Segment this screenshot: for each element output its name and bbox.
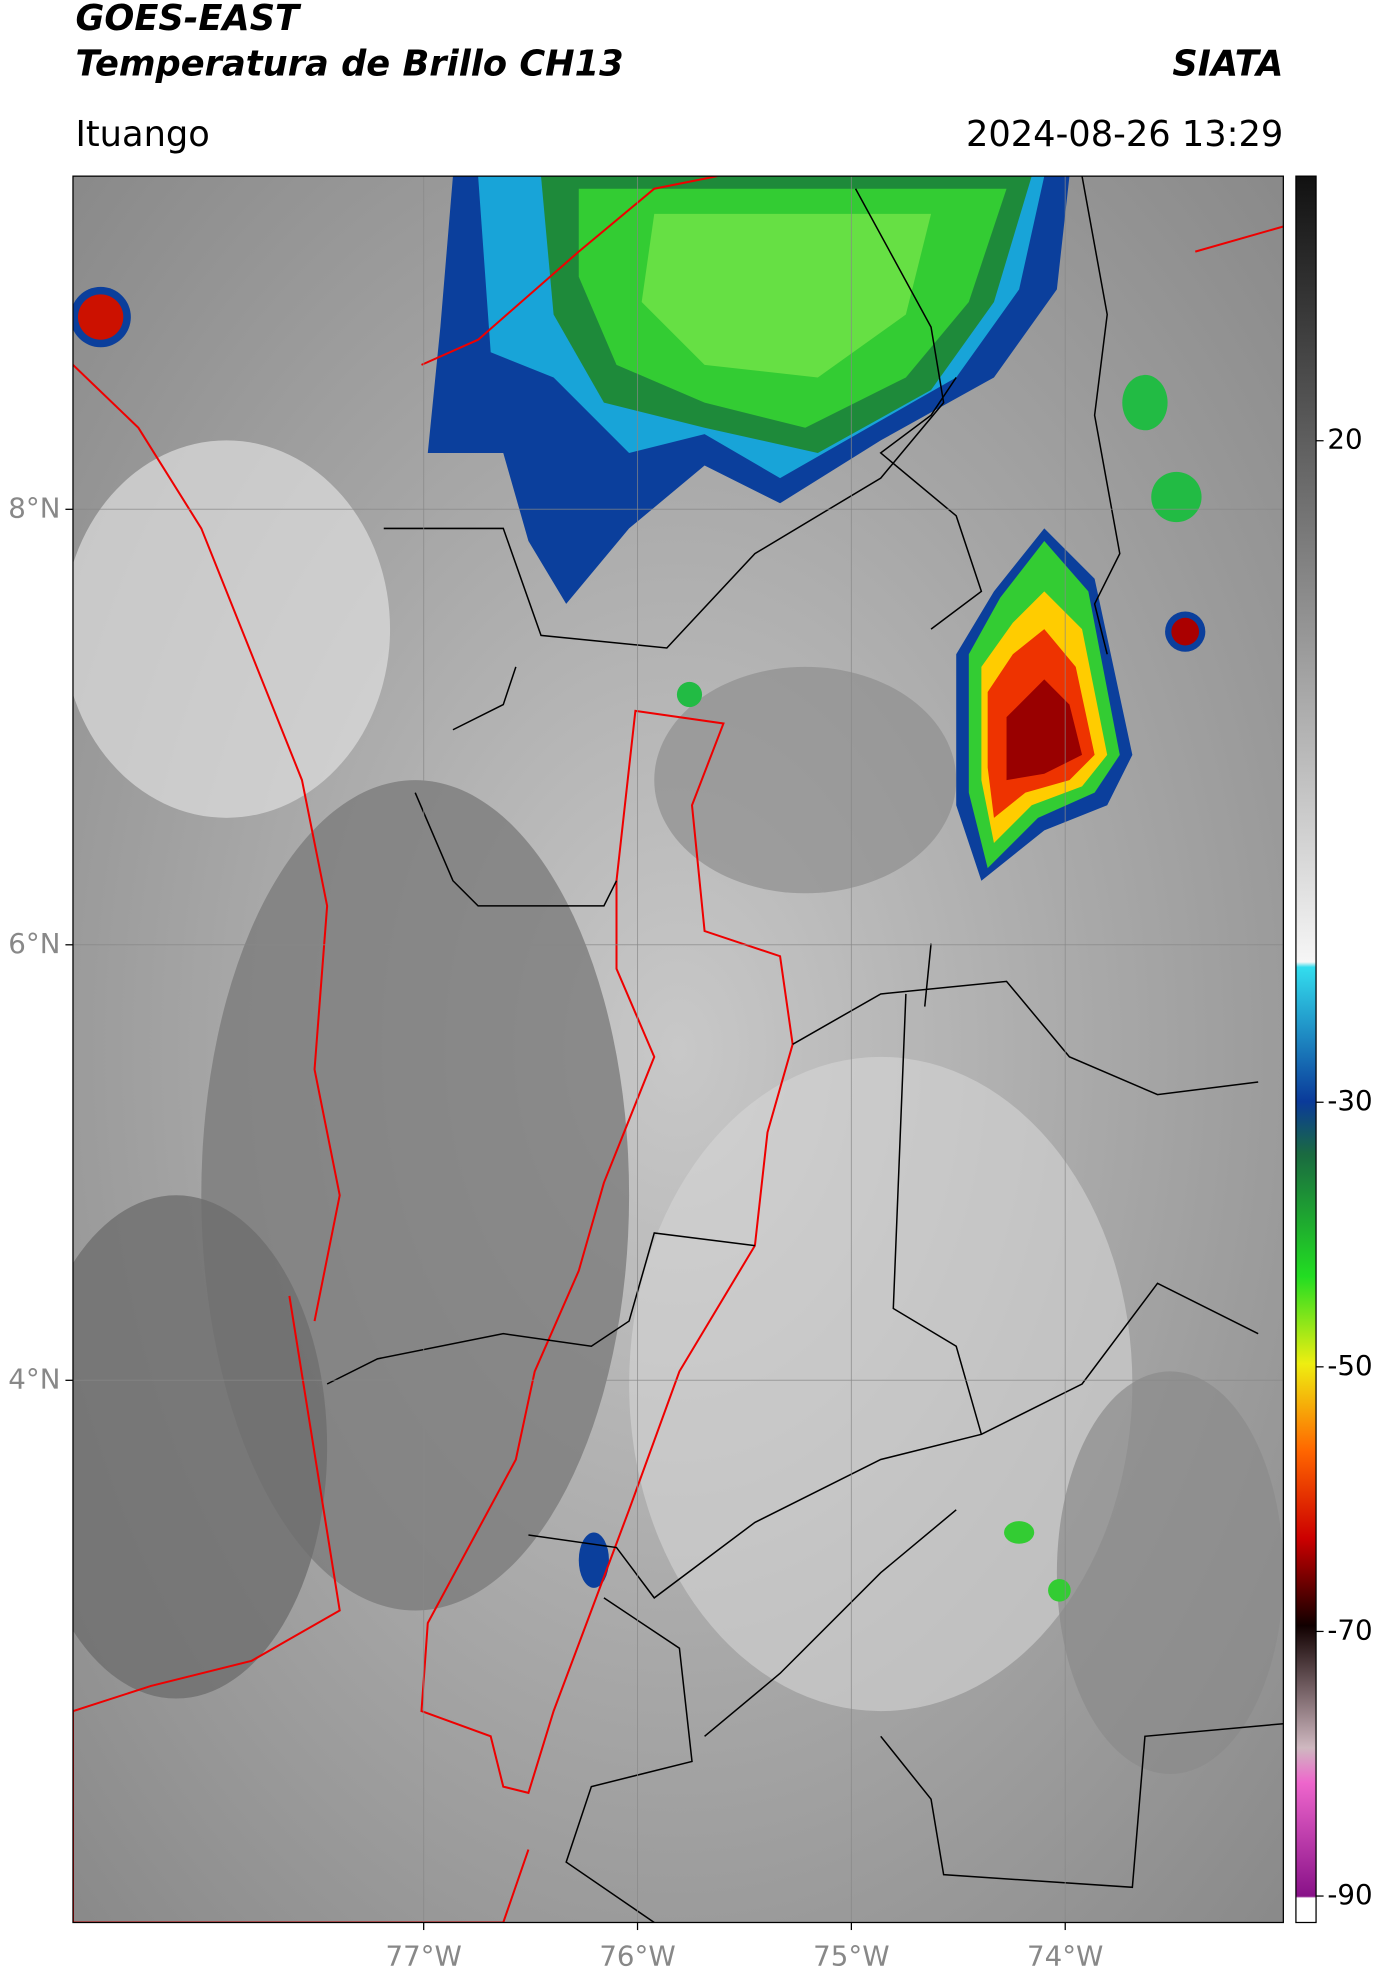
colorbar-tick-label: -50 — [1327, 1349, 1372, 1382]
satellite-image — [72, 176, 1284, 1923]
x-tick-label: 77°W — [385, 1940, 461, 1973]
location: Ituango — [75, 114, 209, 155]
title: GOES-EAST — [75, 0, 302, 39]
colorbar-tick-label: 20 — [1327, 423, 1362, 456]
colorbar — [1295, 175, 1317, 1924]
graticule — [72, 176, 1284, 1923]
y-tick-label: 8°N — [8, 491, 60, 524]
colorbar-tick-label: -70 — [1327, 1613, 1372, 1646]
y-tick-label: 6°N — [8, 927, 60, 960]
colorbar-tick-label: -30 — [1327, 1084, 1372, 1117]
subtitle: Temperatura de Brillo CH13 — [75, 43, 623, 84]
datetime: 2024-08-26 13:29 — [966, 114, 1283, 155]
map-frame — [72, 175, 1284, 1924]
x-tick-label: 75°W — [813, 1940, 889, 1973]
colorbar-tick-label: -90 — [1327, 1878, 1372, 1911]
brand: SIATA — [1172, 43, 1283, 84]
y-tick-label: 4°N — [8, 1362, 60, 1395]
x-tick-label: 76°W — [599, 1940, 675, 1973]
x-tick-label: 74°W — [1027, 1940, 1103, 1973]
